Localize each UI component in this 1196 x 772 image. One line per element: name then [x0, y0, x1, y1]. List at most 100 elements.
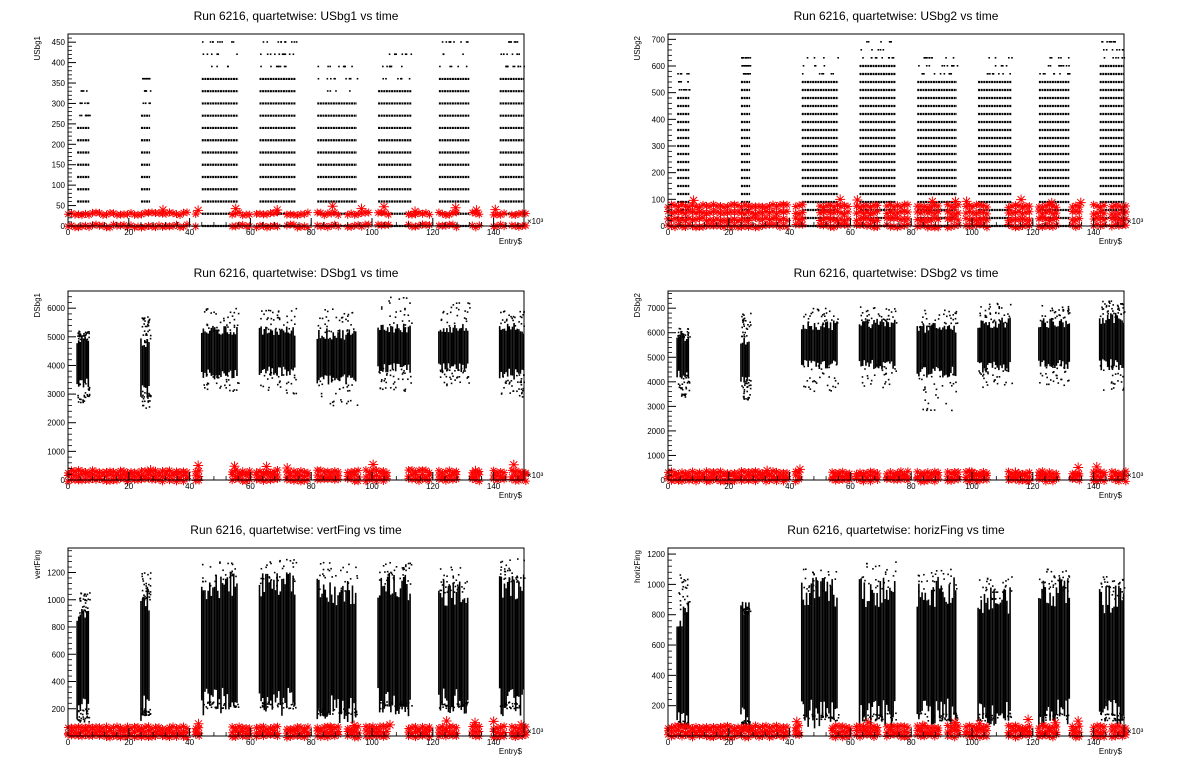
data-point — [750, 312, 752, 315]
data-point — [380, 306, 383, 308]
data-point — [233, 324, 236, 327]
data-point — [680, 81, 683, 83]
data-point — [332, 404, 335, 407]
data-point — [147, 322, 150, 324]
data-point — [278, 318, 281, 321]
data-point — [231, 570, 233, 573]
data-point — [448, 325, 451, 327]
data-point — [688, 73, 690, 75]
data-point — [881, 716, 884, 718]
data-point — [330, 567, 332, 570]
data-point — [401, 567, 404, 569]
data-point — [390, 571, 392, 574]
data-point — [225, 380, 228, 383]
star-point — [273, 465, 282, 474]
data-point — [938, 314, 941, 316]
data-point — [234, 705, 237, 707]
data-point — [231, 563, 234, 566]
data-point — [469, 307, 471, 309]
data-point — [386, 65, 388, 68]
data-point — [1000, 65, 1003, 67]
plot-title: Run 6216, quartetwise: USbg1 vs time — [194, 9, 399, 23]
star-point — [961, 202, 970, 211]
data-point — [338, 319, 341, 322]
star-point — [765, 202, 774, 211]
star-point — [445, 210, 454, 219]
star-point — [1121, 221, 1130, 230]
data-point — [343, 312, 346, 315]
data-point — [201, 563, 204, 566]
data-point — [918, 715, 920, 717]
star-point — [158, 222, 167, 231]
star-point — [927, 203, 936, 212]
data-point — [1051, 307, 1053, 310]
data-point — [395, 311, 397, 313]
data-point — [277, 579, 279, 582]
data-point — [328, 330, 330, 332]
star-point — [1007, 469, 1016, 478]
data-point — [403, 389, 405, 392]
data-point — [269, 309, 272, 312]
star-point — [873, 469, 882, 478]
data-point — [459, 381, 461, 384]
data-point — [950, 322, 953, 325]
star-point — [1048, 202, 1057, 211]
data-point — [684, 375, 686, 378]
star-point — [330, 208, 339, 217]
star-point — [826, 215, 835, 224]
data-point — [219, 41, 221, 43]
data-point — [385, 77, 387, 80]
star-point — [137, 471, 146, 480]
data-point — [955, 312, 957, 315]
data-point — [749, 721, 751, 723]
data-point — [449, 65, 451, 68]
data-point — [1066, 73, 1069, 75]
star-point — [681, 216, 690, 225]
data-point — [1104, 303, 1106, 305]
star-point — [195, 729, 204, 738]
data-point — [1058, 65, 1060, 67]
data-point — [87, 716, 89, 719]
star-point — [158, 472, 167, 481]
star-point — [819, 203, 828, 212]
data-point — [1068, 379, 1070, 382]
star-point — [445, 466, 454, 475]
data-point — [217, 41, 219, 43]
data-point — [989, 306, 992, 308]
star-point — [954, 468, 963, 477]
data-point — [942, 572, 945, 575]
data-point — [506, 704, 508, 706]
data-point — [811, 713, 814, 716]
data-point — [224, 384, 226, 387]
data-point — [888, 309, 890, 311]
data-point — [508, 577, 511, 579]
data-point — [1011, 57, 1013, 59]
star-point — [183, 733, 191, 742]
data-point — [83, 396, 86, 398]
data-point — [680, 577, 682, 579]
star-point — [245, 210, 254, 219]
star-point — [1093, 472, 1102, 481]
star-point — [741, 201, 749, 210]
data-point — [921, 321, 923, 323]
data-point — [453, 706, 455, 709]
data-point — [686, 73, 688, 75]
data-point — [517, 381, 519, 383]
data-point — [342, 65, 345, 68]
point-cluster-3 — [200, 561, 240, 716]
data-point — [83, 609, 86, 611]
data-point — [511, 53, 514, 56]
data-point — [275, 65, 278, 68]
data-point — [827, 571, 830, 573]
star-point — [235, 208, 244, 217]
point-cluster-7 — [438, 566, 469, 714]
star-point — [496, 467, 505, 476]
data-point — [885, 367, 888, 370]
data-point — [335, 574, 337, 577]
data-point — [1011, 382, 1014, 385]
star-point — [172, 220, 181, 229]
data-point — [445, 369, 448, 372]
star-point — [141, 471, 149, 480]
star-point — [1052, 469, 1061, 478]
